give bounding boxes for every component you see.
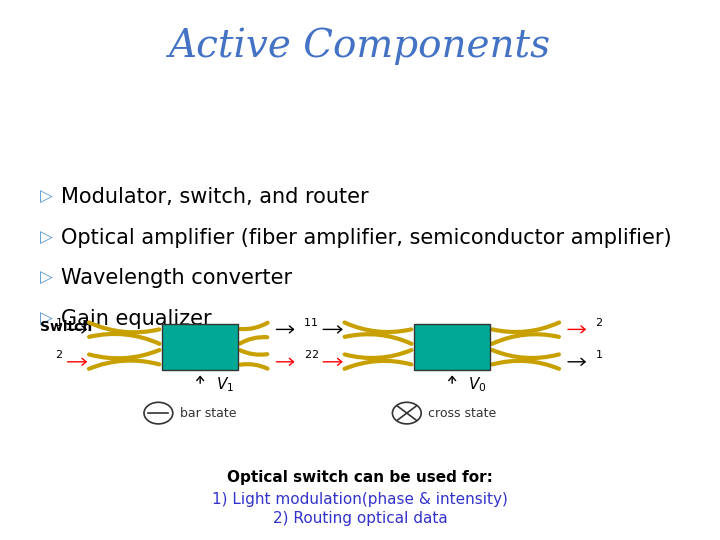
Text: 2: 2 [595,318,603,328]
Text: ▷: ▷ [40,309,53,328]
Text: 1: 1 [595,350,603,360]
Text: 2: 2 [311,350,318,360]
Text: ▷: ▷ [40,228,53,247]
Text: 1: 1 [55,318,63,328]
Text: Modulator, switch, and router: Modulator, switch, and router [61,187,369,207]
Text: ▷: ▷ [40,269,53,287]
Text: $V_0$: $V_0$ [468,375,487,394]
Text: 1: 1 [304,318,311,328]
Text: Active Components: Active Components [169,27,551,65]
Text: Optical switch can be used for:: Optical switch can be used for: [227,470,493,485]
Text: Wavelength converter: Wavelength converter [61,268,292,288]
Bar [162,324,238,370]
Text: 2: 2 [55,350,63,360]
Text: $V_1$: $V_1$ [216,375,234,394]
Text: ▷: ▷ [40,188,53,206]
Text: 2: 2 [304,350,311,360]
Text: cross state: cross state [428,407,497,420]
Text: Switch: Switch [40,320,92,334]
Text: Optical amplifier (fiber amplifier, semiconductor amplifier): Optical amplifier (fiber amplifier, semi… [61,227,672,248]
Text: 1) Light modulation(phase & intensity): 1) Light modulation(phase & intensity) [212,492,508,507]
Bar [414,324,490,370]
Text: 1: 1 [311,318,318,328]
Text: 2) Routing optical data: 2) Routing optical data [273,511,447,526]
Text: bar state: bar state [180,407,236,420]
Text: Gain equalizer: Gain equalizer [61,308,212,329]
